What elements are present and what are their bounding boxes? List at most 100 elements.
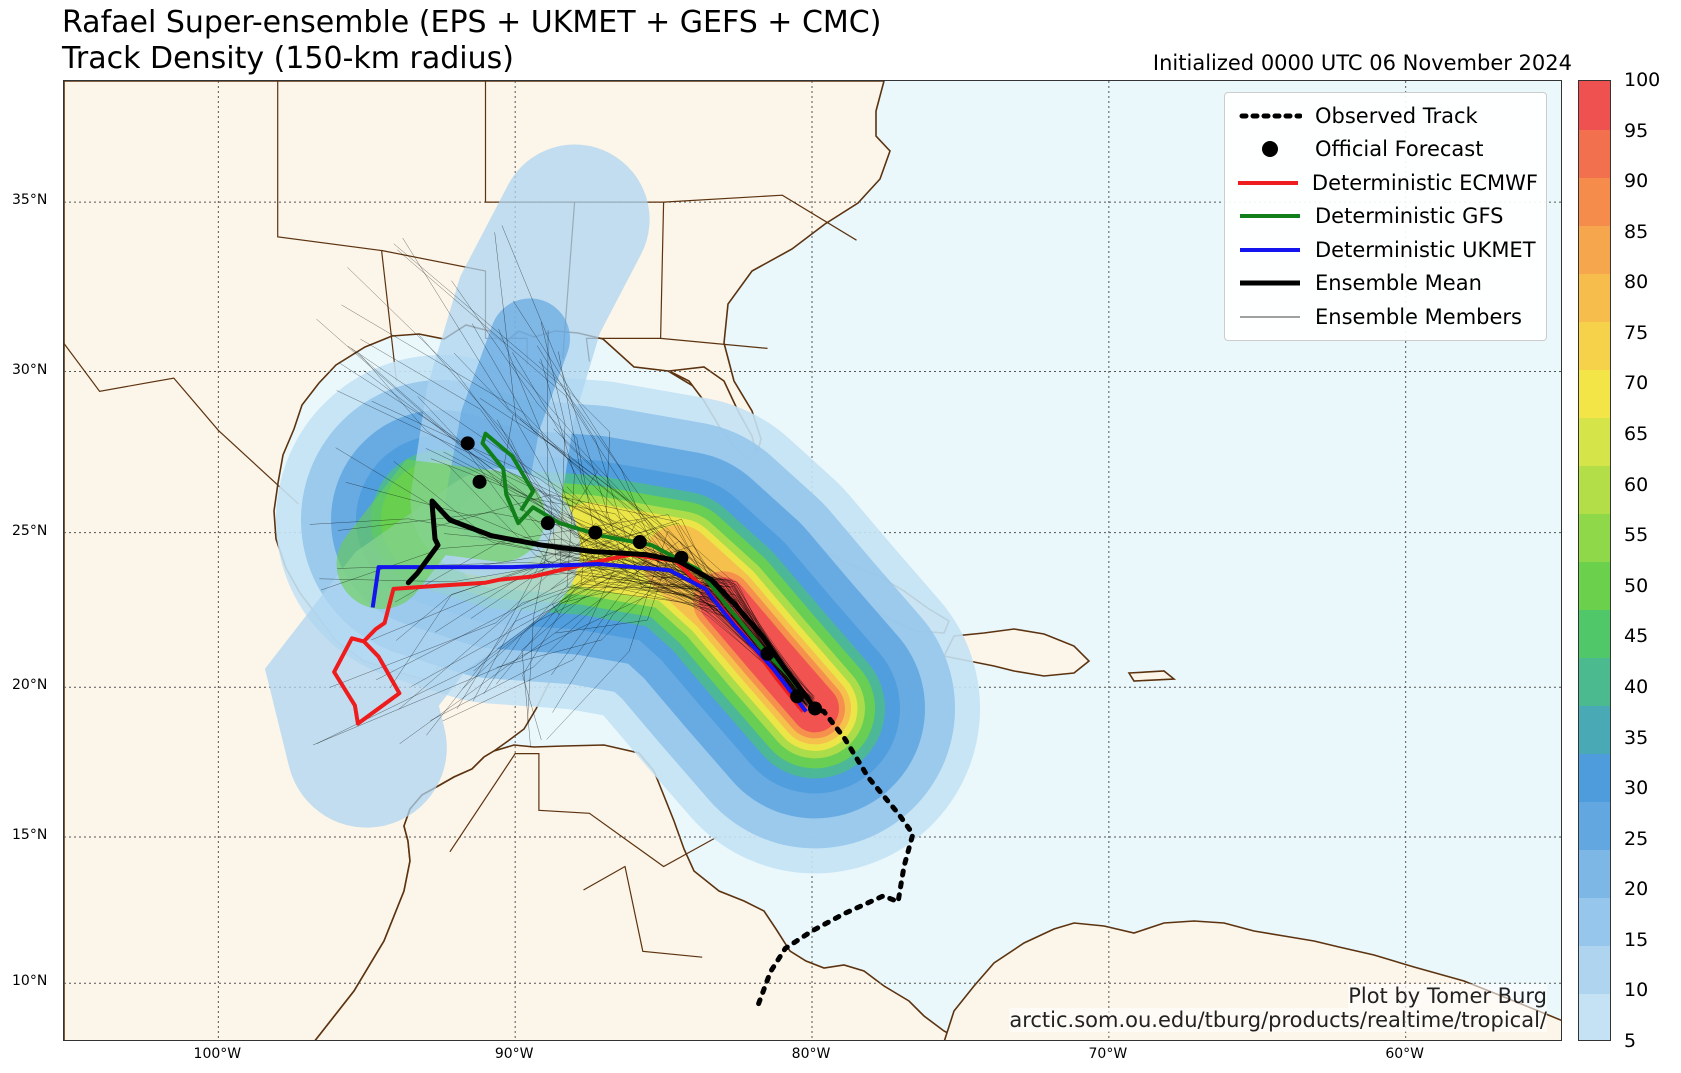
colorbar-tick-label: 45 xyxy=(1624,625,1649,648)
colorbar-tick-label: 5 xyxy=(1624,1030,1637,1052)
plot-title-line-1: Rafael Super-ensemble (EPS + UKMET + GEF… xyxy=(62,5,882,40)
legend-entry: Deterministic UKMET xyxy=(1235,233,1538,267)
density-lobe-west-core xyxy=(336,459,546,609)
colorbar-segment xyxy=(1579,753,1610,803)
official-forecast-point xyxy=(472,474,487,489)
density-lobe-west xyxy=(264,468,581,828)
colorbar-segment xyxy=(1579,993,1610,1040)
colorbar-tick-label: 35 xyxy=(1624,726,1649,749)
colorbar-tick-label: 100 xyxy=(1624,69,1661,91)
legend-symbol xyxy=(1235,106,1305,126)
ecmwf-track xyxy=(332,552,805,726)
border-line xyxy=(583,865,703,958)
colorbar-tick-label: 30 xyxy=(1624,777,1649,800)
colorbar-tick-label: 20 xyxy=(1624,878,1649,901)
ensemble-member-track xyxy=(351,348,815,700)
ensemble-member-track xyxy=(522,586,807,740)
border-line xyxy=(663,194,857,241)
legend-label: Deterministic GFS xyxy=(1315,204,1504,229)
ensemble-member-track xyxy=(347,267,812,703)
legend-label: Ensemble Mean xyxy=(1315,271,1482,296)
official-forecast-point xyxy=(588,525,603,540)
border-line xyxy=(660,337,768,349)
legend-entry: Observed Track xyxy=(1235,99,1538,133)
ensemble-member-track xyxy=(501,225,807,700)
official-forecast-point xyxy=(632,535,647,550)
longitude-label: 70°W xyxy=(1088,1046,1128,1062)
colorbar-tick-label: 80 xyxy=(1624,271,1649,294)
longitude-label: 90°W xyxy=(494,1046,534,1062)
colorbar-tick-label: 85 xyxy=(1624,220,1649,243)
colorbar-tick-label: 40 xyxy=(1624,675,1649,698)
latitude-label: 15°N xyxy=(12,826,48,843)
colorbar-tick-label: 50 xyxy=(1624,574,1649,597)
legend-symbol xyxy=(1235,206,1305,226)
ensemble-member-track xyxy=(479,522,812,707)
colorbar-tick-label: 95 xyxy=(1624,119,1649,142)
land-puerto-rico xyxy=(1127,670,1177,682)
official-forecast-point xyxy=(790,689,805,704)
ensemble-mean-track xyxy=(405,498,818,711)
legend-label: Ensemble Members xyxy=(1315,304,1522,329)
colorbar-tick-label: 60 xyxy=(1624,473,1649,496)
colorbar-tick-label: 65 xyxy=(1624,423,1649,446)
colorbar-tick-label: 75 xyxy=(1624,321,1649,344)
border-line xyxy=(277,81,398,382)
legend-symbol xyxy=(1235,240,1305,260)
colorbar-segment xyxy=(1579,945,1610,995)
colorbar-segment xyxy=(1579,129,1610,178)
colorbar-segment xyxy=(1579,897,1610,947)
colorbar-tick-label: 15 xyxy=(1624,928,1649,951)
colorbar-segment xyxy=(1579,849,1610,899)
official-forecast-point xyxy=(540,516,555,531)
official-forecast-points xyxy=(460,436,822,716)
ensemble-member-track xyxy=(398,545,802,710)
colorbar xyxy=(1578,80,1611,1041)
colorbar-segment xyxy=(1579,273,1610,322)
official-forecast-point xyxy=(807,701,822,716)
initialization-time: Initialized 0000 UTC 06 November 2024 xyxy=(1152,51,1572,75)
latitude-label: 25°N xyxy=(12,522,48,539)
legend-entry: Ensemble Mean xyxy=(1235,267,1538,301)
legend-entry: Deterministic GFS xyxy=(1235,200,1538,234)
legend-entry: Ensemble Members xyxy=(1235,300,1538,334)
observed-track xyxy=(756,705,916,1007)
latitude-label: 30°N xyxy=(12,361,48,378)
colorbar-tick-label: 10 xyxy=(1624,979,1649,1002)
plot-title-line-2: Track Density (150-km radius) xyxy=(62,41,514,76)
colorbar-segment xyxy=(1579,321,1610,370)
latitude-label: 35°N xyxy=(12,192,48,209)
colorbar-segment xyxy=(1579,465,1610,514)
longitude-label: 100°W xyxy=(193,1046,242,1062)
legend: Observed Track Official Forecast Determini… xyxy=(1224,92,1547,341)
colorbar-tick-label: 70 xyxy=(1624,372,1649,395)
legend-label: Official Forecast xyxy=(1315,137,1484,162)
colorbar-segment xyxy=(1579,609,1610,659)
official-forecast-point xyxy=(460,436,475,451)
colorbar-segment xyxy=(1579,801,1610,851)
colorbar-segment xyxy=(1579,513,1610,562)
colorbar-tick-label: 25 xyxy=(1624,827,1649,850)
legend-label: Observed Track xyxy=(1315,103,1478,128)
legend-symbol xyxy=(1235,173,1302,193)
legend-label: Deterministic ECMWF xyxy=(1311,170,1538,195)
official-forecast-point xyxy=(674,550,689,565)
longitude-label: 80°W xyxy=(791,1046,831,1062)
longitude-label: 60°W xyxy=(1385,1046,1425,1062)
credit-url[interactable]: arctic.som.ou.edu/tburg/products/realtim… xyxy=(1009,1008,1547,1032)
legend-entry: Official Forecast xyxy=(1235,133,1538,167)
border-line xyxy=(449,752,718,868)
ensemble-member-track xyxy=(341,304,808,706)
border-line xyxy=(64,342,299,505)
legend-symbol xyxy=(1235,307,1305,327)
map-panel[interactable]: Observed Track Official Forecast Determini… xyxy=(63,80,1562,1041)
gfs-track xyxy=(480,431,814,707)
ukmet-track xyxy=(370,562,808,713)
colorbar-tick-label: 55 xyxy=(1624,524,1649,547)
credit-author: Plot by Tomer Burg xyxy=(1348,984,1547,1008)
legend-label: Deterministic UKMET xyxy=(1315,237,1536,262)
legend-entry: Deterministic ECMWF xyxy=(1235,166,1538,200)
legend-symbol xyxy=(1235,273,1305,293)
colorbar-segment xyxy=(1579,561,1610,611)
official-forecast-point xyxy=(760,646,775,661)
